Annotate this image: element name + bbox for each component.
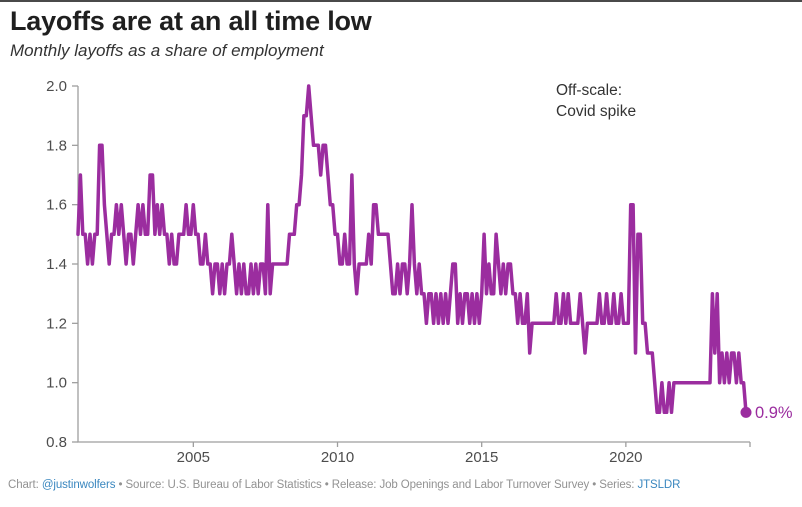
footer-credits: Chart: @justinwolfers • Source: U.S. Bur…: [8, 479, 680, 491]
annotation-offscale: Off-scale: Covid spike: [556, 80, 636, 122]
x-axis-label: 2005: [177, 449, 210, 466]
footer-link-jtsldr[interactable]: JTSLDR: [637, 479, 681, 491]
data-line: [76, 84, 748, 415]
x-axis-label: 2020: [609, 449, 642, 466]
y-axis-label: 0.8: [46, 434, 67, 451]
page-title: Layoffs are at an all time low: [10, 6, 372, 36]
page-subtitle: Monthly layoffs as a share of employment: [10, 41, 324, 60]
y-axis-label: 1.0: [46, 375, 67, 392]
y-axis-label: 1.6: [46, 197, 67, 214]
top-border: [0, 0, 802, 2]
y-axis-label: 1.8: [46, 137, 67, 154]
end-dot: [740, 406, 752, 418]
annotation-line2: Covid spike: [556, 103, 637, 120]
x-axis-label: 2015: [465, 449, 498, 466]
y-axis-label: 2.0: [46, 78, 67, 95]
footer-text-2: • Source: U.S. Bureau of Labor Statistic…: [115, 479, 638, 491]
x-axis-label: 2010: [321, 449, 354, 466]
y-axis-label: 1.2: [46, 315, 67, 332]
footer-text-0: Chart:: [8, 479, 42, 491]
y-axis-label: 1.4: [46, 256, 67, 273]
annotation-line1: Off-scale:: [556, 82, 623, 99]
footer-link-@justinwolfers[interactable]: @justinwolfers: [41, 479, 116, 491]
end-value-label: 0.9%: [755, 404, 793, 422]
